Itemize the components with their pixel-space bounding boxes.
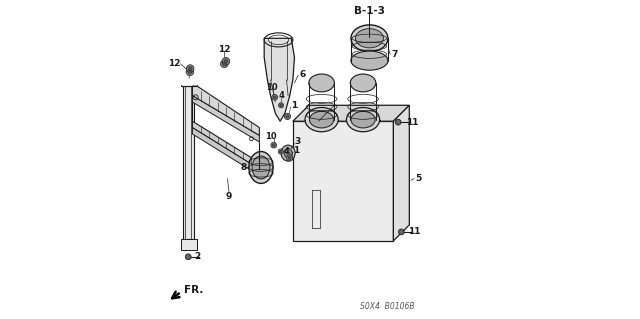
Polygon shape xyxy=(394,105,410,241)
Ellipse shape xyxy=(351,25,388,52)
Polygon shape xyxy=(193,121,259,169)
Text: 10: 10 xyxy=(265,132,276,141)
Circle shape xyxy=(399,229,404,235)
Polygon shape xyxy=(293,105,410,121)
Text: 8: 8 xyxy=(241,163,246,172)
Text: 9: 9 xyxy=(226,192,232,201)
Circle shape xyxy=(188,67,192,70)
Text: S0X4  B0106B: S0X4 B0106B xyxy=(360,302,414,311)
Text: 4: 4 xyxy=(278,91,284,100)
Ellipse shape xyxy=(310,111,333,128)
Circle shape xyxy=(273,96,276,99)
Circle shape xyxy=(288,156,291,160)
Polygon shape xyxy=(193,86,259,136)
Text: 6: 6 xyxy=(300,70,305,79)
Ellipse shape xyxy=(249,152,273,183)
Polygon shape xyxy=(264,38,294,121)
Circle shape xyxy=(224,59,228,63)
Text: 1: 1 xyxy=(293,146,299,155)
Circle shape xyxy=(222,57,230,65)
Ellipse shape xyxy=(284,148,292,158)
Circle shape xyxy=(396,119,401,125)
Circle shape xyxy=(278,103,284,108)
Text: 11: 11 xyxy=(406,118,419,127)
Text: 7: 7 xyxy=(392,50,398,59)
Ellipse shape xyxy=(351,51,388,70)
Ellipse shape xyxy=(346,108,380,132)
Polygon shape xyxy=(193,128,259,175)
Polygon shape xyxy=(293,121,394,241)
Text: 3: 3 xyxy=(294,137,301,146)
Circle shape xyxy=(271,142,276,148)
Text: FR.: FR. xyxy=(184,285,204,295)
Circle shape xyxy=(222,62,226,66)
Ellipse shape xyxy=(281,145,295,161)
Circle shape xyxy=(186,254,191,260)
Text: 12: 12 xyxy=(218,45,230,54)
Circle shape xyxy=(286,115,289,118)
Ellipse shape xyxy=(309,74,334,92)
Circle shape xyxy=(272,144,275,146)
Text: 2: 2 xyxy=(194,252,200,261)
Text: 10: 10 xyxy=(266,83,277,92)
Circle shape xyxy=(220,60,228,68)
Circle shape xyxy=(188,70,192,74)
Circle shape xyxy=(287,155,293,161)
Ellipse shape xyxy=(355,29,383,48)
Ellipse shape xyxy=(252,156,270,179)
Circle shape xyxy=(280,104,282,107)
Text: 1: 1 xyxy=(291,101,297,110)
Circle shape xyxy=(272,94,278,100)
Ellipse shape xyxy=(305,108,338,132)
Text: 4: 4 xyxy=(284,147,290,156)
Polygon shape xyxy=(183,86,194,239)
Ellipse shape xyxy=(351,111,375,128)
Circle shape xyxy=(284,113,291,120)
Text: 5: 5 xyxy=(416,174,422,183)
Polygon shape xyxy=(181,239,197,250)
Circle shape xyxy=(278,149,284,154)
Text: 11: 11 xyxy=(408,227,420,236)
Circle shape xyxy=(186,65,194,72)
Circle shape xyxy=(186,68,194,76)
Ellipse shape xyxy=(350,74,376,92)
Text: 12: 12 xyxy=(168,59,180,68)
Circle shape xyxy=(280,150,282,153)
Polygon shape xyxy=(193,96,259,142)
Text: B-1-3: B-1-3 xyxy=(354,6,385,16)
